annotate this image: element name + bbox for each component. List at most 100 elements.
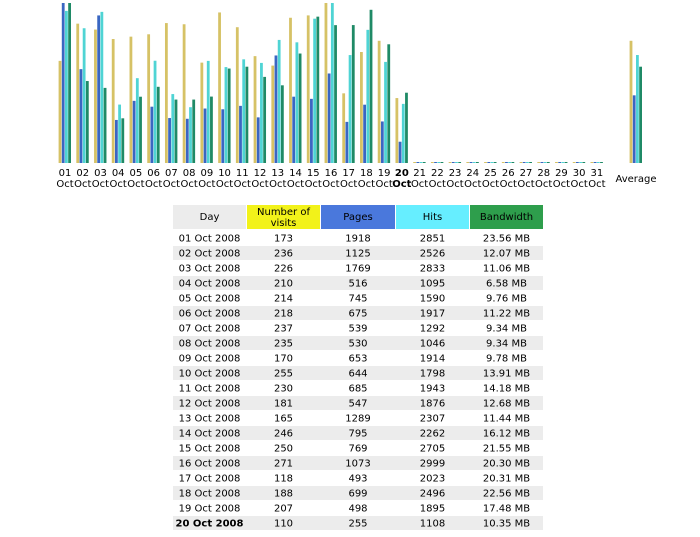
value-cell: 12.68 MB xyxy=(483,399,530,410)
x-tick-month: Oct xyxy=(553,179,570,190)
x-tick-month: Oct xyxy=(517,179,534,190)
x-tick-label: 24 xyxy=(466,168,479,179)
value-cell: 2999 xyxy=(420,459,445,470)
x-tick-label: 29 xyxy=(555,168,568,179)
x-tick-label: 02 xyxy=(76,168,89,179)
value-cell: 255 xyxy=(348,519,367,530)
bar xyxy=(466,162,470,163)
bar xyxy=(150,106,154,163)
value-cell: 214 xyxy=(274,294,293,305)
value-cell: 173 xyxy=(274,234,293,245)
row-bg xyxy=(173,366,543,380)
day-cell: 13 Oct 2008 xyxy=(179,414,241,425)
x-tick-label: 16 xyxy=(325,168,338,179)
bar xyxy=(546,162,550,163)
value-cell: 1918 xyxy=(345,234,370,245)
value-cell: 9.34 MB xyxy=(486,324,527,335)
bar xyxy=(139,96,142,163)
x-tick-label: 07 xyxy=(165,168,178,179)
value-cell: 226 xyxy=(274,264,293,275)
bar xyxy=(434,162,437,163)
bar xyxy=(529,162,532,163)
bar xyxy=(224,67,228,163)
x-tick-label: 26 xyxy=(502,168,515,179)
value-cell: 1046 xyxy=(420,339,445,350)
day-cell: 04 Oct 2008 xyxy=(179,279,241,290)
x-tick-label: 05 xyxy=(130,168,143,179)
value-cell: 644 xyxy=(348,369,367,380)
header-day: Day xyxy=(200,212,220,223)
bar xyxy=(334,25,337,163)
x-tick-label: 25 xyxy=(484,168,497,179)
bar xyxy=(58,60,62,163)
bar xyxy=(600,162,603,163)
bar xyxy=(210,96,213,163)
value-cell: 218 xyxy=(274,309,293,320)
bar xyxy=(218,12,221,164)
bar xyxy=(575,162,579,163)
bar xyxy=(289,17,292,163)
bar xyxy=(540,162,544,163)
bar xyxy=(487,162,491,163)
bar xyxy=(164,23,168,163)
bar xyxy=(306,15,310,163)
bar xyxy=(206,60,210,163)
bar xyxy=(369,9,373,164)
day-cell: 19 Oct 2008 xyxy=(179,504,241,515)
x-tick-month: Oct xyxy=(127,179,144,190)
row-bg xyxy=(173,396,543,410)
x-tick-label: 31 xyxy=(591,168,604,179)
bar xyxy=(185,118,189,163)
bar xyxy=(448,162,452,163)
bar xyxy=(156,86,160,163)
bar xyxy=(629,40,633,163)
bar xyxy=(639,66,642,163)
value-cell: 17.48 MB xyxy=(483,504,530,515)
bar xyxy=(579,162,582,163)
value-cell: 1289 xyxy=(345,414,370,425)
value-cell: 1917 xyxy=(420,309,445,320)
bar xyxy=(590,162,594,163)
bar xyxy=(327,73,331,163)
value-cell: 21.55 MB xyxy=(483,444,530,455)
bar xyxy=(61,3,65,163)
x-tick-label: 30 xyxy=(573,168,586,179)
x-tick-label: 17 xyxy=(342,168,355,179)
value-cell: 255 xyxy=(274,369,293,380)
x-tick-month: Oct xyxy=(411,179,428,190)
bar xyxy=(277,39,281,163)
value-cell: 1590 xyxy=(420,294,445,305)
header-cell xyxy=(396,205,469,229)
value-cell: 769 xyxy=(348,444,367,455)
value-cell: 493 xyxy=(348,474,367,485)
x-tick-label: 22 xyxy=(431,168,444,179)
bar xyxy=(121,118,125,163)
bar xyxy=(310,98,313,163)
bar xyxy=(537,162,541,163)
day-cell: 11 Oct 2008 xyxy=(179,384,241,395)
value-cell: 23.56 MB xyxy=(483,234,530,245)
x-tick-month: Oct xyxy=(358,179,375,190)
bar xyxy=(132,100,136,163)
value-cell: 745 xyxy=(348,294,367,305)
value-cell: 6.58 MB xyxy=(486,279,527,290)
bar xyxy=(493,162,497,163)
bar xyxy=(147,34,151,164)
day-cell: 01 Oct 2008 xyxy=(179,234,241,245)
bar xyxy=(182,24,186,164)
day-cell: 02 Oct 2008 xyxy=(179,249,241,260)
x-tick-month: Oct xyxy=(251,179,268,190)
x-tick-month: Oct xyxy=(392,179,411,190)
day-cell: 08 Oct 2008 xyxy=(179,339,241,350)
bar xyxy=(260,62,263,164)
x-tick-month: Oct xyxy=(198,179,215,190)
bar xyxy=(189,107,192,163)
value-cell: 9.34 MB xyxy=(486,339,527,350)
row-bg xyxy=(173,486,543,500)
value-cell: 1876 xyxy=(420,399,445,410)
bar xyxy=(384,61,387,164)
day-cell: 17 Oct 2008 xyxy=(179,474,241,485)
value-cell: 795 xyxy=(348,429,367,440)
bar xyxy=(380,121,384,163)
header-cell xyxy=(321,205,395,229)
